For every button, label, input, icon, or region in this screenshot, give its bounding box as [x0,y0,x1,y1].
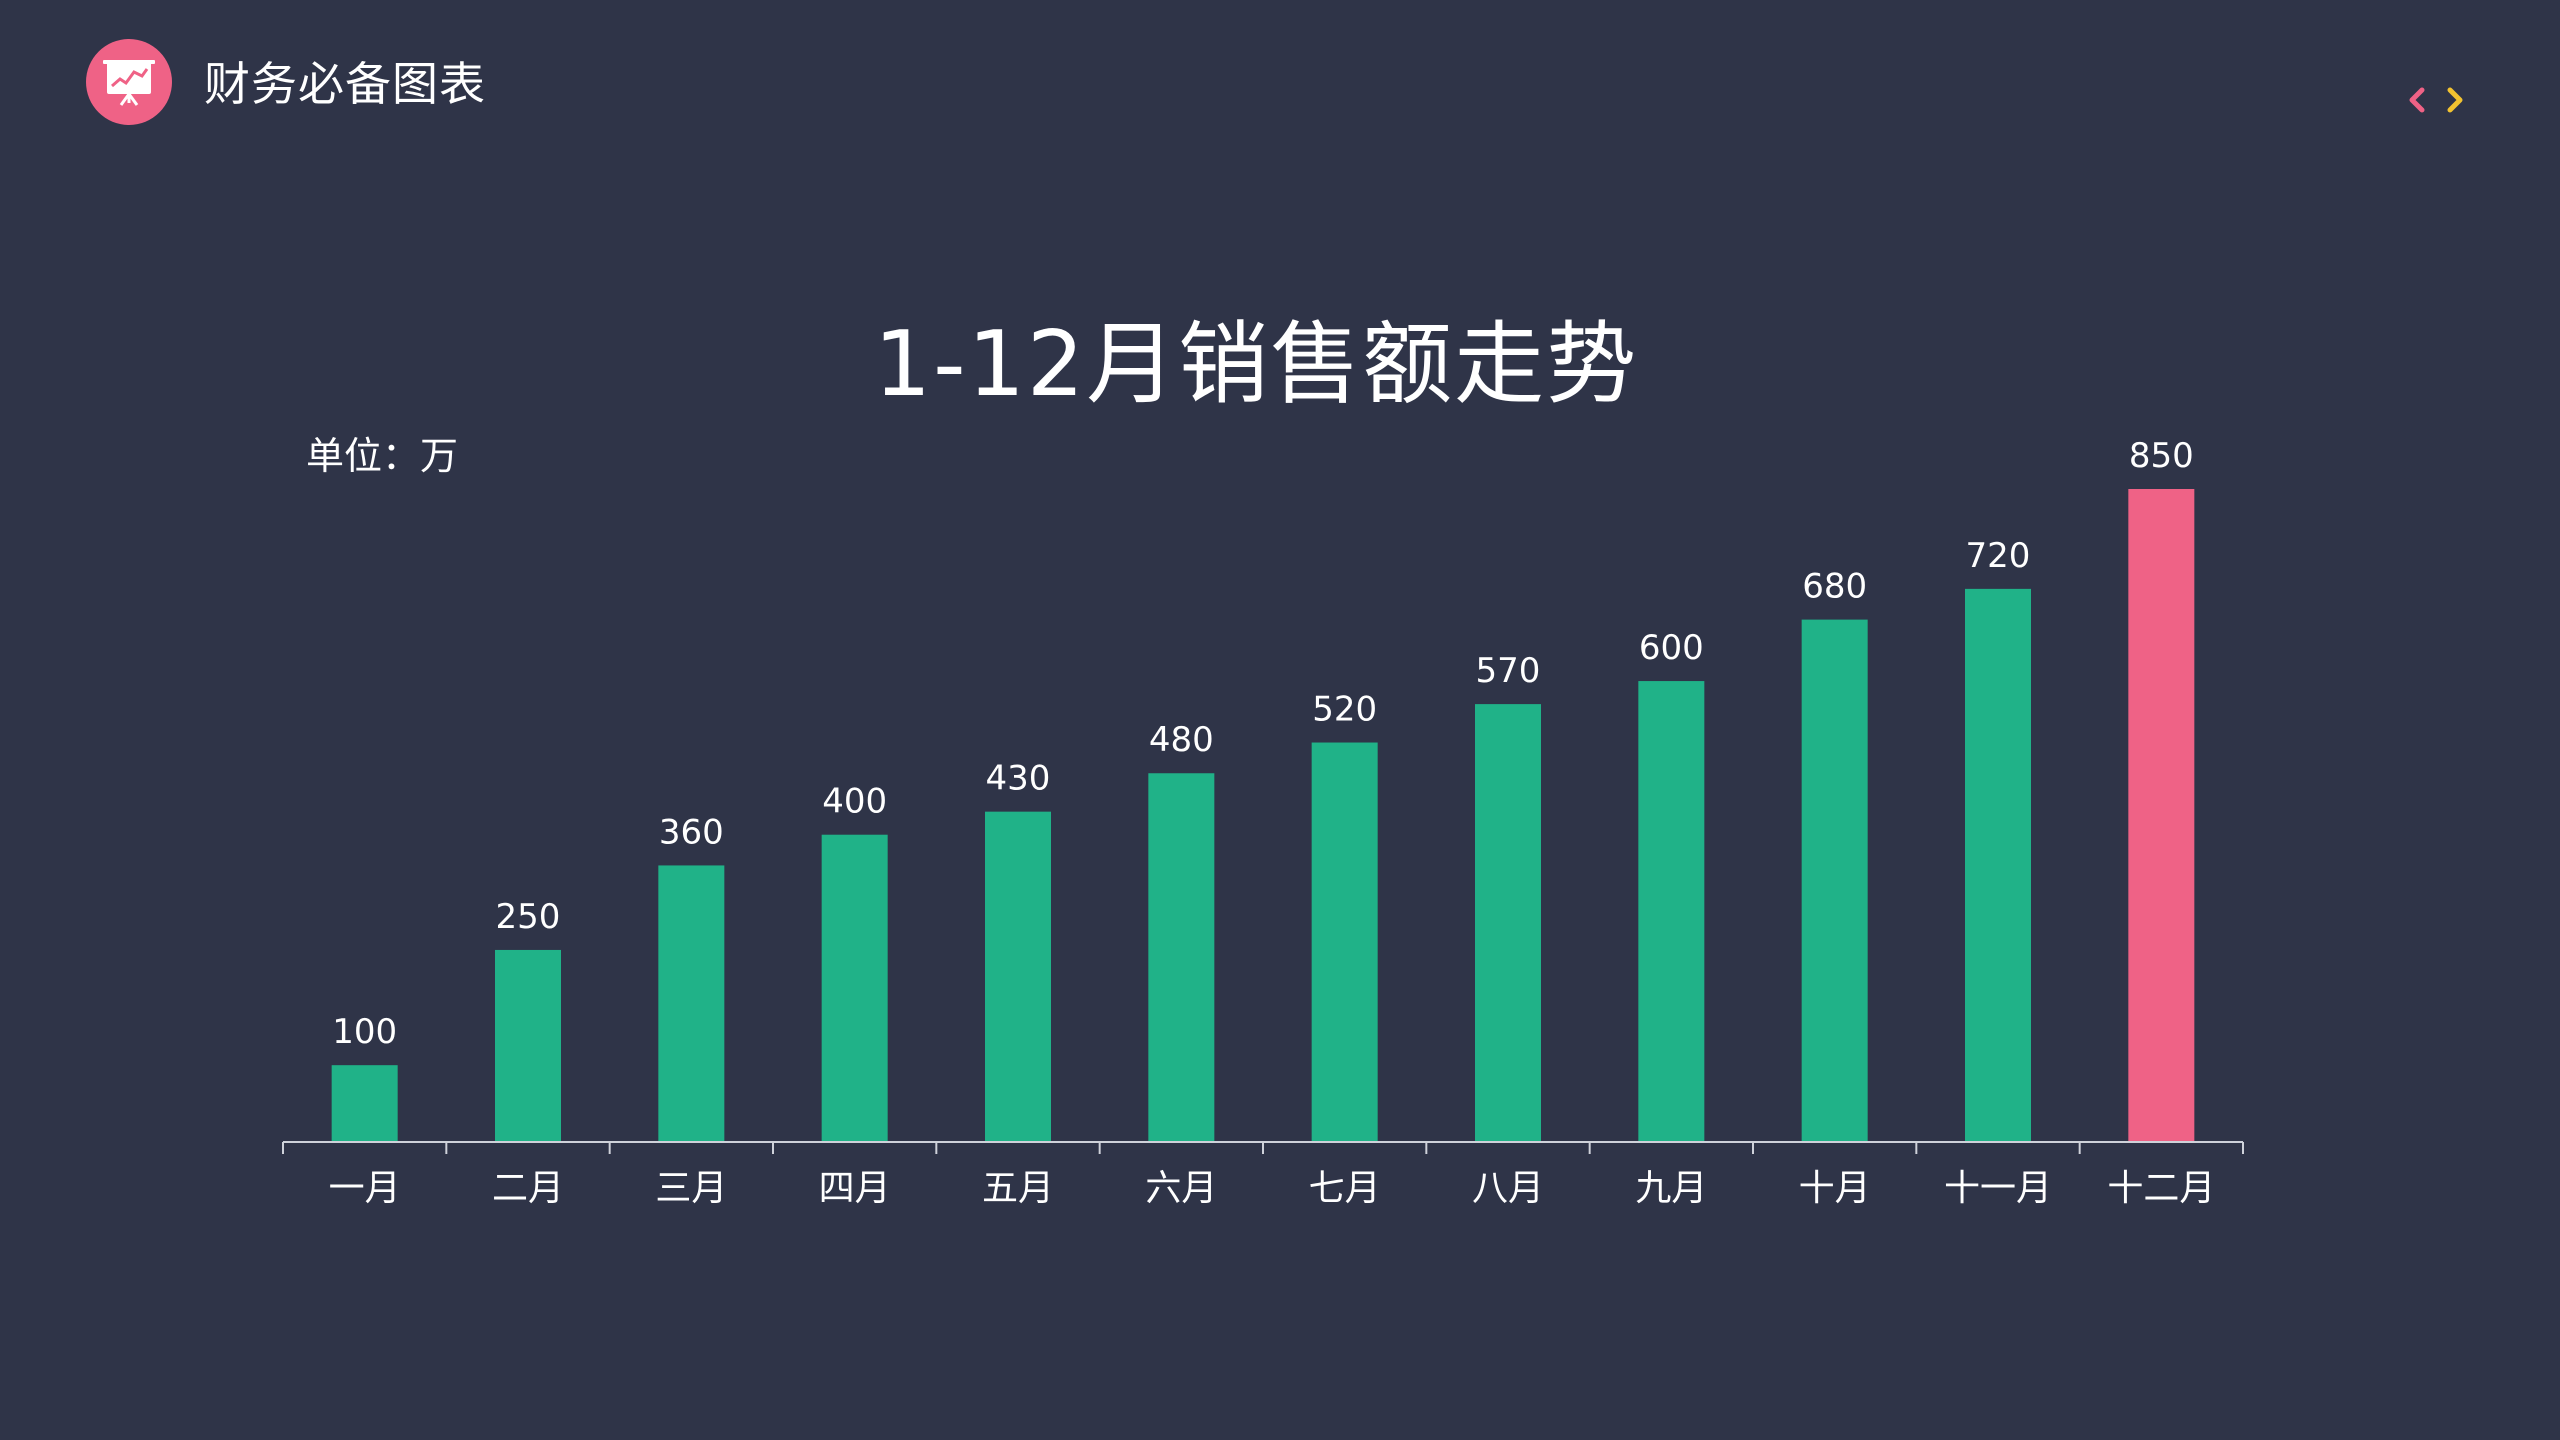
data-label-12: 850 [2129,436,2194,476]
x-tick-label-2: 二月 [492,1168,564,1209]
data-label-1: 100 [332,1012,397,1052]
bar-4 [821,834,888,1142]
data-label-5: 430 [986,759,1051,799]
data-label-9: 600 [1639,628,1704,668]
bar-9 [1638,681,1705,1142]
bar-3 [658,865,725,1142]
next-slide-button[interactable] [2440,82,2470,118]
logo [86,39,172,125]
chart-title: 1-12月销售额走势 [873,312,1639,417]
data-label-7: 520 [1312,690,1377,730]
bar-11 [1965,588,2031,1142]
chevron-left-icon [2409,87,2425,113]
data-label-2: 250 [496,897,561,937]
x-tick-label-3: 三月 [655,1168,727,1209]
x-tick-label-1: 一月 [329,1168,401,1209]
bar-6 [1148,773,1215,1142]
unit-label: 单位：万 [306,434,459,478]
x-tick-label-8: 八月 [1472,1168,1544,1209]
data-label-11: 720 [1966,536,2031,576]
data-label-8: 570 [1476,651,1541,691]
x-tick-label-9: 九月 [1635,1168,1707,1209]
bar-1 [331,1065,398,1142]
bar-2 [495,949,561,1142]
x-tick-label-10: 十月 [1799,1168,1871,1209]
brand-title: 财务必备图表 [204,57,486,111]
prev-slide-button[interactable] [2402,82,2432,118]
x-tick-label-7: 七月 [1309,1168,1381,1209]
x-tick-label-6: 六月 [1145,1168,1217,1209]
x-tick-label-4: 四月 [819,1168,891,1209]
bar-12 [2128,489,2195,1142]
x-tick-label-12: 十二月 [2107,1168,2215,1209]
x-tick-label-11: 十一月 [1944,1168,2052,1209]
x-tick-label-5: 五月 [982,1168,1054,1209]
chevron-right-icon [2447,87,2463,113]
bar-5 [985,811,1051,1142]
data-label-3: 360 [659,812,724,852]
bar-10 [1801,619,1868,1142]
data-label-10: 680 [1802,567,1867,607]
presentation-chart-icon [103,60,155,106]
bar-8 [1475,704,1541,1142]
data-label-6: 480 [1149,720,1214,760]
data-label-4: 400 [822,782,887,822]
bar-7 [1311,742,1378,1142]
